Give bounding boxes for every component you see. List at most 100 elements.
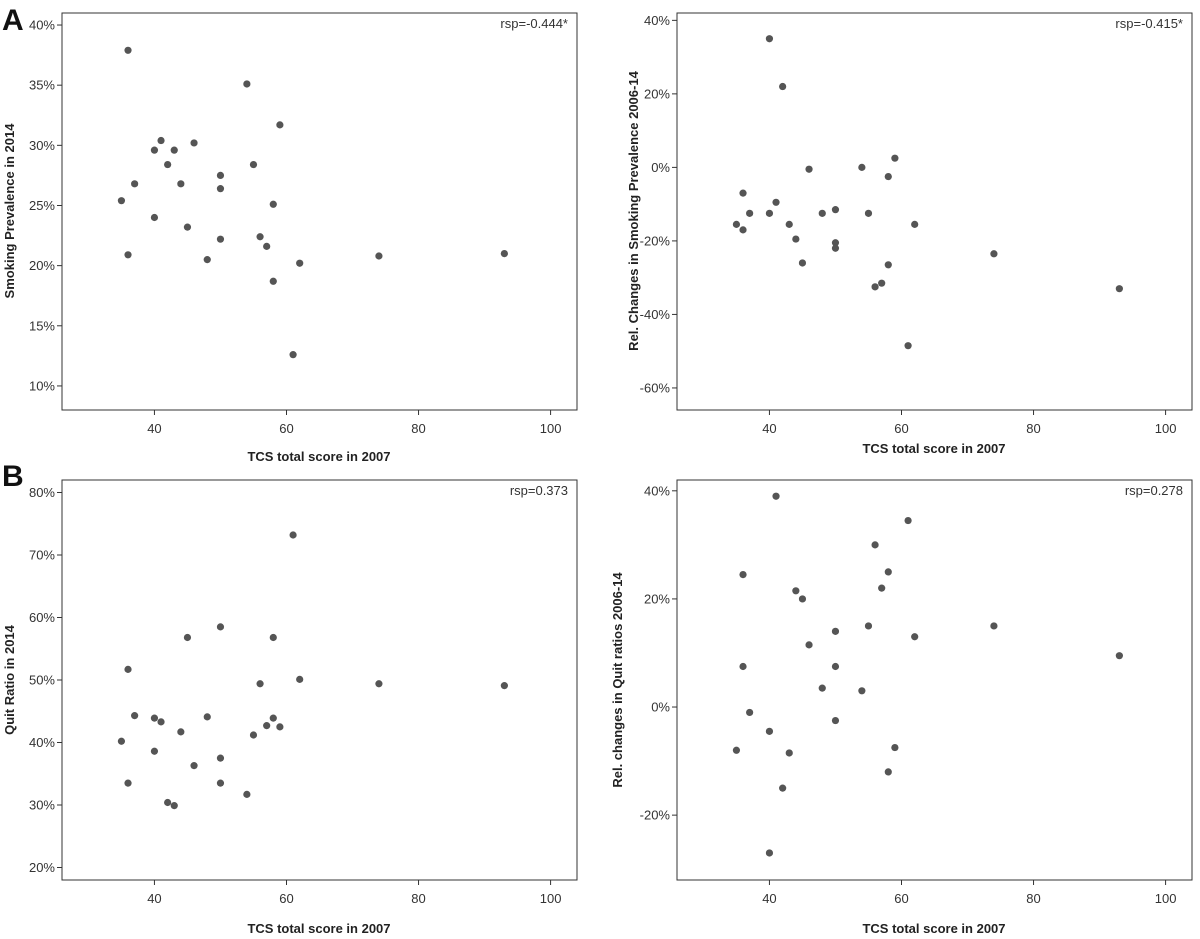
- data-point: [779, 82, 787, 91]
- x-tick-label: 100: [540, 891, 562, 906]
- data-point: [911, 633, 919, 641]
- data-point: [831, 239, 840, 247]
- correlation-annotation: rsp=-0.415*: [1115, 16, 1183, 31]
- plot-frame: [61, 12, 578, 411]
- data-point: [772, 492, 780, 500]
- plot-frame: [676, 479, 1193, 881]
- data-point: [732, 746, 741, 754]
- data-point: [831, 662, 840, 671]
- panel-label-a: A: [2, 4, 24, 37]
- data-point: [1115, 652, 1123, 660]
- data-point: [170, 802, 178, 810]
- data-point: [858, 163, 866, 171]
- data-point: [269, 714, 277, 722]
- data-point: [269, 200, 277, 208]
- data-point: [150, 747, 159, 755]
- data-point: [884, 261, 892, 269]
- data-point: [269, 277, 277, 285]
- data-point: [124, 779, 132, 787]
- data-point: [150, 714, 159, 722]
- plot-frame: [676, 12, 1193, 411]
- data-point: [739, 570, 747, 579]
- y-tick-label: 20%: [644, 591, 670, 606]
- data-point: [739, 662, 747, 671]
- data-point: [785, 220, 793, 228]
- data-point: [798, 595, 807, 603]
- data-point: [203, 256, 211, 264]
- y-axis-title: Quit Ratio in 2014: [2, 624, 17, 735]
- data-point: [249, 160, 258, 169]
- data-point: [289, 531, 297, 539]
- data-point: [375, 680, 383, 688]
- data-point: [216, 171, 225, 180]
- data-point: [739, 189, 747, 197]
- x-tick-label: 80: [1026, 891, 1040, 906]
- y-tick-label: 35%: [29, 78, 55, 93]
- y-tick-label: 40%: [29, 735, 55, 750]
- data-point: [289, 351, 297, 359]
- data-point: [117, 197, 126, 205]
- y-tick-label: 40%: [644, 483, 670, 498]
- data-point: [263, 722, 271, 730]
- x-tick-label: 80: [411, 891, 425, 906]
- y-tick-label: 30%: [29, 138, 55, 153]
- data-point: [858, 687, 866, 695]
- y-axis-title: Smoking Prevalence in 2014: [2, 123, 17, 299]
- data-point: [831, 244, 840, 252]
- x-axis-title: TCS total score in 2007: [862, 441, 1005, 456]
- plot-frame: [61, 479, 578, 881]
- y-tick-label: -20%: [640, 808, 671, 823]
- data-point: [765, 209, 774, 217]
- data-point: [904, 342, 912, 350]
- data-point: [779, 784, 787, 792]
- data-point: [990, 622, 998, 630]
- correlation-annotation: rsp=-0.444*: [500, 16, 568, 31]
- data-point: [150, 213, 159, 222]
- data-point: [157, 718, 165, 726]
- x-tick-label: 100: [540, 421, 562, 436]
- data-point: [732, 220, 741, 228]
- data-point: [256, 680, 264, 688]
- data-point: [871, 541, 879, 549]
- correlation-annotation: rsp=0.278: [1125, 483, 1183, 498]
- data-point: [891, 154, 899, 162]
- data-point: [183, 633, 192, 642]
- data-point: [131, 712, 139, 720]
- x-axis-title: TCS total score in 2007: [247, 921, 390, 936]
- data-point: [183, 223, 192, 231]
- data-point: [375, 252, 383, 260]
- data-point: [831, 206, 840, 214]
- x-tick-label: 40: [147, 421, 161, 436]
- data-point: [746, 708, 754, 717]
- data-point: [818, 684, 826, 692]
- data-point: [276, 121, 284, 129]
- data-point: [216, 185, 225, 193]
- x-tick-label: 60: [279, 891, 293, 906]
- data-point: [216, 623, 225, 631]
- data-point: [792, 235, 800, 243]
- data-point: [884, 172, 892, 181]
- x-tick-label: 80: [1026, 421, 1040, 436]
- y-tick-label: 20%: [644, 86, 670, 101]
- data-point: [864, 209, 873, 217]
- data-point: [746, 209, 754, 217]
- x-axis-title: TCS total score in 2007: [862, 921, 1005, 936]
- data-point: [831, 716, 840, 725]
- data-point: [500, 682, 508, 690]
- y-tick-label: -20%: [640, 233, 671, 248]
- data-point: [124, 251, 132, 259]
- x-tick-label: 60: [894, 891, 908, 906]
- x-tick-label: 40: [147, 891, 161, 906]
- data-point: [131, 180, 139, 188]
- y-tick-label: 10%: [29, 378, 55, 393]
- y-tick-label: 20%: [29, 860, 55, 875]
- data-point: [216, 754, 225, 762]
- correlation-annotation: rsp=0.373: [510, 483, 568, 498]
- y-tick-label: -40%: [640, 307, 671, 322]
- data-point: [831, 627, 840, 635]
- x-tick-label: 80: [411, 421, 425, 436]
- data-point: [765, 727, 774, 735]
- y-tick-label: 80%: [29, 485, 55, 500]
- x-axis-title: TCS total score in 2007: [247, 449, 390, 464]
- scatter-rel-changes-quit-ratios: 40 60 80 100 -20% 0% 20% 40% rsp=0.278 TCS tota…: [610, 479, 1193, 936]
